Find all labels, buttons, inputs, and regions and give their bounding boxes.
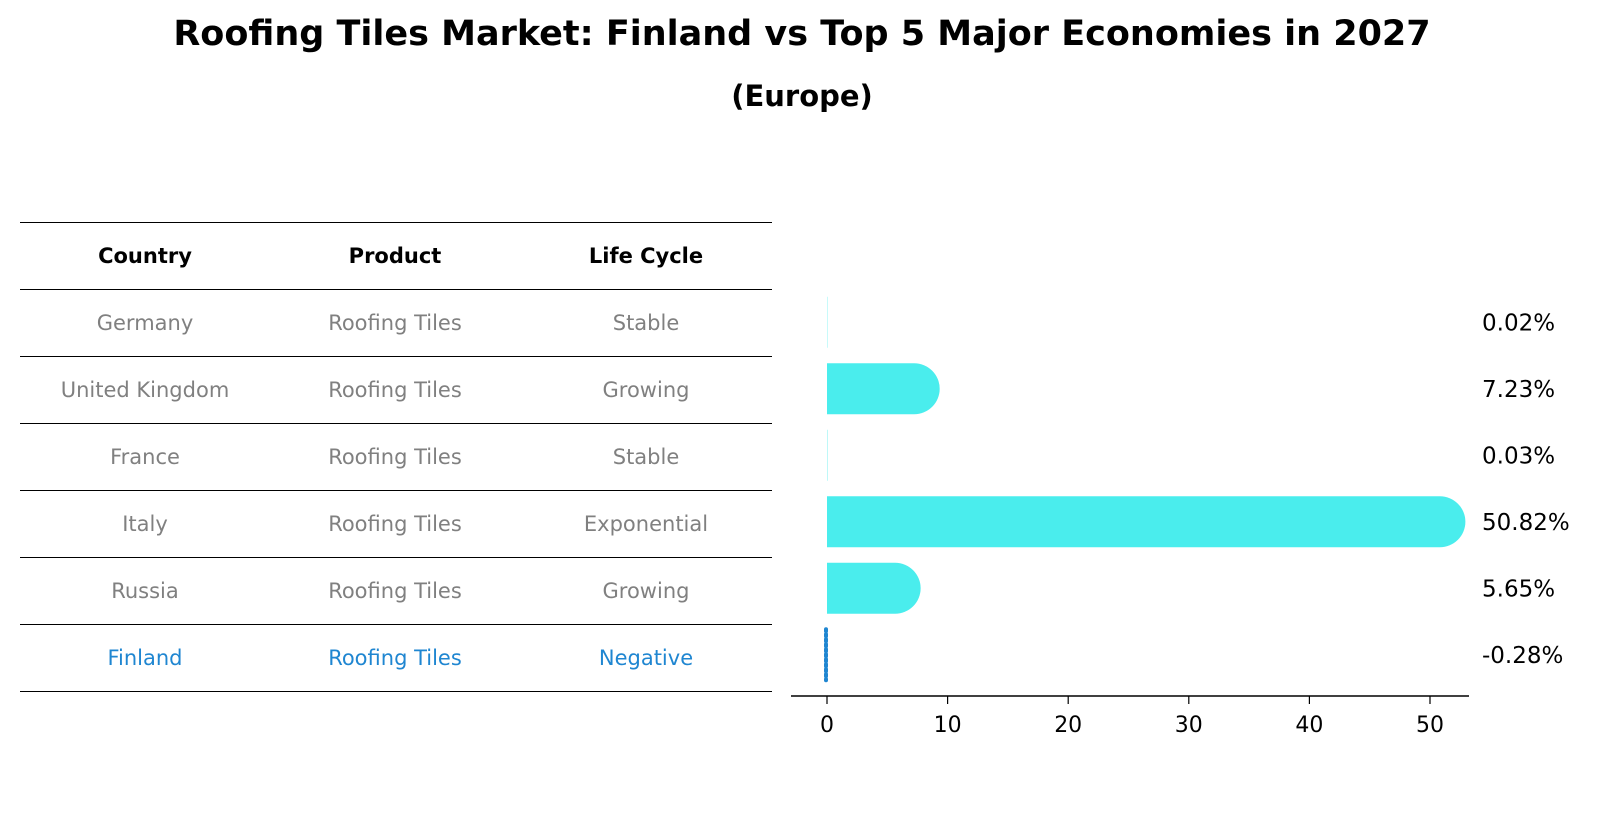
x-tick-label: 40	[1295, 713, 1323, 738]
life-cycle-cell: Stable	[612, 311, 680, 335]
life-cycle-cell: Growing	[602, 579, 690, 603]
product-cell: Roofing Tiles	[328, 579, 462, 603]
country-table: Country Product Life Cycle Germany Roofi…	[20, 222, 772, 692]
life-cycle-cell: Negative	[598, 646, 694, 670]
country-cell: Finland	[107, 646, 183, 670]
x-tick-label: 10	[934, 713, 962, 738]
country-cell: Italy	[122, 512, 168, 536]
product-cell: Roofing Tiles	[328, 378, 462, 402]
chart-subtitle: (Europe)	[731, 79, 873, 113]
country-cell: Germany	[96, 311, 194, 335]
table-row: Russia Roofing Tiles Growing	[20, 557, 772, 624]
header-life-cycle: Life Cycle	[588, 244, 704, 268]
life-cycle-cell: Growing	[602, 378, 690, 402]
x-tick-label: 0	[820, 713, 834, 738]
product-cell: Roofing Tiles	[328, 512, 462, 536]
value-label: 50.82%	[1482, 510, 1570, 536]
product-cell: Roofing Tiles	[328, 445, 462, 469]
table-row: Germany Roofing Tiles Stable	[20, 289, 772, 356]
x-tick-label: 50	[1416, 713, 1444, 738]
bar	[827, 562, 921, 614]
table-header-row: Country Product Life Cycle	[20, 222, 772, 289]
value-label: 5.65%	[1482, 576, 1555, 602]
table-row: United Kingdom Roofing Tiles Growing	[20, 356, 772, 423]
header-product: Product	[348, 244, 442, 268]
life-cycle-cell: Stable	[612, 445, 680, 469]
country-cell: United Kingdom	[60, 378, 230, 402]
value-label: 0.02%	[1482, 310, 1555, 336]
country-cell: France	[110, 445, 180, 469]
x-tick-label: 20	[1054, 713, 1082, 738]
value-label: 0.03%	[1482, 443, 1555, 469]
header-country: Country	[98, 244, 192, 268]
chart-title: Roofing Tiles Market: Finland vs Top 5 M…	[173, 14, 1431, 54]
x-tick-label: 30	[1175, 713, 1203, 738]
bar	[827, 496, 1466, 548]
country-cell: Russia	[111, 579, 179, 603]
table-row-highlighted: Finland Roofing Tiles Negative	[20, 624, 772, 692]
table-row: France Roofing Tiles Stable	[20, 423, 772, 490]
value-label: 7.23%	[1482, 377, 1555, 403]
product-cell: Roofing Tiles	[328, 646, 462, 670]
product-cell: Roofing Tiles	[328, 311, 462, 335]
table-row: Italy Roofing Tiles Exponential	[20, 490, 772, 557]
life-cycle-cell: Exponential	[583, 512, 709, 536]
bar	[827, 363, 940, 415]
value-label: -0.28%	[1482, 643, 1563, 669]
